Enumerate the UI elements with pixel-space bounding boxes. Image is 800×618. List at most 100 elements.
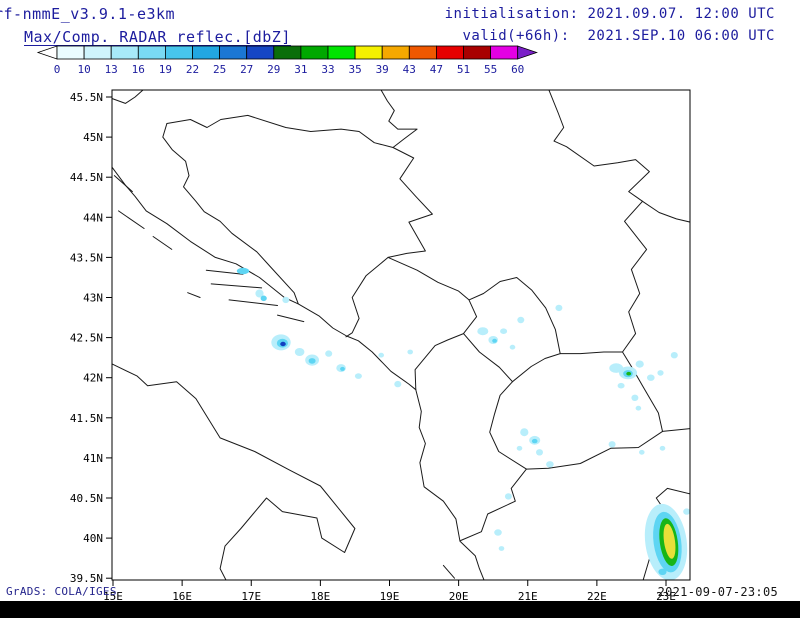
colorbar-segment <box>137 45 166 60</box>
map-outline <box>622 351 663 432</box>
colorbar-right-arrow <box>517 45 538 60</box>
y-axis-label: 43N <box>83 292 103 305</box>
colorbar-tick-label: 51 <box>457 63 470 76</box>
map-outline <box>387 147 433 258</box>
map-outline <box>112 167 485 580</box>
colorbar-segment <box>408 45 437 60</box>
x-axis-label: 15E <box>103 590 123 603</box>
radar-echo <box>354 373 362 379</box>
radar-echo <box>494 529 502 536</box>
radar-echo <box>498 546 505 551</box>
model-title: rf-nmmE_v3.9.1-e3km <box>0 5 176 23</box>
grads-credit: GrADS: COLA/IGES <box>6 585 117 598</box>
radar-echo <box>394 380 402 388</box>
radar-echo <box>626 371 632 376</box>
y-axis-label: 40.5N <box>70 492 103 505</box>
creation-timestamp: 2021-09-07-23:05 <box>657 585 778 599</box>
radar-echo <box>477 327 489 336</box>
map-content <box>112 90 690 580</box>
radar-echo <box>325 350 333 357</box>
colorbar-tick-label: 16 <box>132 63 145 76</box>
colorbar-tick-label: 55 <box>484 63 497 76</box>
colorbar-segment <box>56 45 85 60</box>
map-outline <box>210 283 263 289</box>
radar-echo <box>683 508 690 515</box>
valid-time: valid(+66h): 2021.SEP.10 06:00 UTC <box>462 28 775 44</box>
y-axis-label: 45.5N <box>70 91 103 104</box>
radar-echo <box>407 349 414 355</box>
y-axis-label: 44.5N <box>70 171 103 184</box>
map-outline <box>187 292 201 298</box>
radar-echo <box>517 316 525 324</box>
colorbar-segment <box>246 45 275 60</box>
radar-echo <box>609 363 624 373</box>
radar-echo <box>509 344 516 350</box>
map-outline <box>460 468 527 541</box>
radar-echo <box>378 352 385 358</box>
colorbar-tick-label: 19 <box>159 63 172 76</box>
colorbar-segment <box>192 45 221 60</box>
colorbar-segment <box>219 45 248 60</box>
radar-echo <box>555 304 563 312</box>
map-outline <box>380 90 418 148</box>
map-outline <box>118 210 145 229</box>
colorbar-segment <box>327 45 356 60</box>
x-axis-label: 19E <box>380 590 400 603</box>
radar-echo <box>658 568 667 575</box>
y-axis-label: 45N <box>83 131 103 144</box>
map-outline <box>166 114 394 148</box>
map-outline <box>642 200 690 223</box>
radar-echo <box>531 438 538 444</box>
map-outline <box>277 314 305 323</box>
map-outline <box>112 363 356 580</box>
radar-echo <box>520 428 529 437</box>
colorbar-tick-label: 33 <box>321 63 334 76</box>
map-outline <box>662 428 690 432</box>
radar-map: 15E 16E 17E 18E 19E 20E 21E 22E 23E 45.5N 45N 44.5N… <box>70 89 691 603</box>
bottom-black-bar <box>0 601 800 618</box>
map-outline <box>387 256 470 301</box>
x-axis-label: 22E <box>587 590 607 603</box>
map-outline <box>489 381 527 470</box>
x-axis-label: 18E <box>310 590 330 603</box>
y-axis-label: 41.5N <box>70 412 103 425</box>
radar-echo <box>500 328 508 335</box>
y-axis-label: 43.5N <box>70 251 103 264</box>
y-axis-label: 42N <box>83 372 103 385</box>
colorbar-tick-label: 39 <box>376 63 389 76</box>
radar-echo <box>663 523 676 559</box>
radar-echo <box>294 348 305 356</box>
map-outline <box>559 351 623 355</box>
colorbar-tick-label: 22 <box>186 63 199 76</box>
map-outline <box>205 269 244 275</box>
map-outline <box>525 430 663 470</box>
radar-echo <box>308 358 316 364</box>
y-axis-label: 41N <box>83 452 103 465</box>
x-axis-label: 21E <box>518 590 538 603</box>
colorbar-tick-label: 29 <box>267 63 280 76</box>
radar-echo <box>631 394 639 401</box>
x-axis-label: 16E <box>172 590 192 603</box>
radar-echo <box>340 366 345 371</box>
radar-echo <box>280 341 286 347</box>
colorbar-segment <box>164 45 193 60</box>
radar-echo <box>659 445 666 451</box>
map-outline <box>113 175 133 193</box>
y-axis-label: 40N <box>83 532 103 545</box>
colorbar-tick-label: 35 <box>348 63 361 76</box>
product-title: Max/Comp. RADAR reflec.[dbZ] <box>24 28 291 46</box>
radar-echo <box>657 370 664 376</box>
radar-echo <box>282 296 290 304</box>
radar-echo <box>504 493 512 500</box>
colorbar-segment <box>110 45 139 60</box>
colorbar-left-arrow <box>36 45 58 60</box>
x-axis-label: 20E <box>449 590 469 603</box>
x-axis-label: 17E <box>241 590 261 603</box>
map-outline <box>162 123 299 305</box>
colorbar-tick-label: 27 <box>240 63 253 76</box>
radar-echo <box>639 449 645 455</box>
colorbar-segment <box>463 45 492 60</box>
colorbar-segment <box>381 45 410 60</box>
